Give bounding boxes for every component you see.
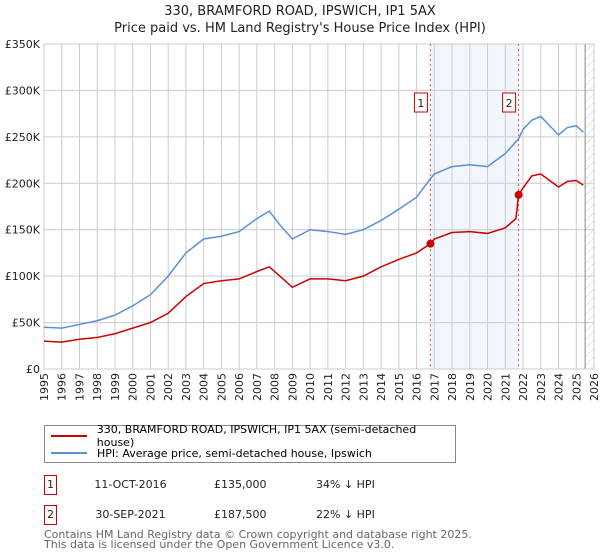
legend-label: HPI: Average price, semi-detached house,… — [97, 446, 372, 460]
hpi-line — [43, 115, 584, 329]
x-tick-label: 2005 — [215, 373, 228, 401]
transaction-point — [426, 239, 435, 248]
x-tick-label: 2025 — [570, 373, 583, 401]
footer-licence: This data is licensed under the Open Gov… — [44, 538, 395, 551]
y-tick-label: £150K — [5, 224, 41, 237]
plot-border — [43, 43, 595, 370]
transaction-marker: 1 — [44, 475, 57, 495]
x-tick-label: 2023 — [535, 373, 548, 401]
y-tick-label: £250K — [5, 131, 41, 144]
transaction-label-box — [502, 92, 517, 113]
x-tick-label: 1997 — [73, 373, 86, 401]
y-tick-label: £350K — [5, 38, 41, 51]
legend-swatch-red — [51, 435, 87, 437]
x-tick-label: 2011 — [322, 373, 335, 401]
transaction-label-box — [413, 92, 428, 113]
x-tick-label: 2021 — [499, 373, 512, 401]
transaction-date: 30-SEP-2021 — [95, 508, 166, 521]
x-tick-label: 2013 — [357, 373, 370, 401]
forecast-hatch — [585, 44, 594, 369]
x-tick-label: 2014 — [375, 373, 388, 401]
transaction-marker: 2 — [44, 505, 57, 525]
legend-label: 330, BRAMFORD ROAD, IPSWICH, IP1 5AX (se… — [96, 423, 417, 449]
transaction-label: 2 — [506, 97, 513, 110]
legend: 330, BRAMFORD ROAD, IPSWICH, IP1 5AX (se… — [44, 423, 456, 463]
x-tick-label: 2010 — [304, 373, 317, 401]
legend-swatch-blue — [51, 452, 87, 454]
legend-item-property: 330, BRAMFORD ROAD, IPSWICH, IP1 5AX (se… — [45, 423, 455, 449]
x-tick-label: 2000 — [127, 373, 140, 401]
x-tick-label: 2007 — [251, 373, 264, 401]
x-tick-label: 2009 — [286, 373, 299, 401]
x-tick-label: 2006 — [233, 373, 246, 401]
x-tick-label: 2016 — [411, 373, 424, 401]
chart-title: 330, BRAMFORD ROAD, IPSWICH, IP1 5AX — [164, 4, 436, 19]
x-tick-label: 1999 — [109, 373, 122, 401]
y-tick-label: £100K — [5, 270, 41, 283]
x-tick-label: 2012 — [340, 373, 353, 401]
chart-subtitle: Price paid vs. HM Land Registry's House … — [114, 21, 486, 36]
x-tick-label: 2003 — [180, 373, 193, 401]
x-tick-label: 2020 — [482, 373, 495, 401]
transaction-price: £135,000 — [214, 478, 267, 491]
y-tick-label: £200K — [5, 177, 41, 190]
x-tick-label: 1996 — [56, 373, 69, 401]
y-tick-label: £300K — [5, 84, 41, 97]
transaction-hpi: 22% ↓ HPI — [316, 508, 375, 521]
transaction-label: 1 — [417, 97, 424, 110]
x-tick-label: 2017 — [428, 373, 441, 401]
x-tick-label: 2024 — [553, 373, 566, 401]
x-tick-label: 2026 — [588, 373, 600, 401]
y-tick-label: £0 — [26, 363, 40, 376]
transaction-point — [514, 190, 523, 199]
x-tick-label: 2015 — [393, 373, 406, 401]
x-tick-label: 2008 — [269, 373, 282, 401]
x-tick-label: 2001 — [144, 373, 157, 401]
x-tick-label: 2022 — [517, 373, 530, 401]
x-tick-label: 2002 — [162, 373, 175, 401]
y-tick-label: £50K — [12, 317, 41, 330]
x-tick-label: 2004 — [198, 373, 211, 401]
property-price-line — [43, 173, 584, 343]
footer-copyright: Contains HM Land Registry data © Crown c… — [44, 528, 472, 541]
x-tick-label: 2018 — [446, 373, 459, 401]
x-tick-label: 1995 — [38, 373, 51, 401]
x-tick-label: 2019 — [464, 373, 477, 401]
transaction-price: £187,500 — [214, 508, 267, 521]
transaction-date: 11-OCT-2016 — [94, 478, 167, 491]
transaction-hpi: 34% ↓ HPI — [316, 478, 375, 491]
x-tick-label: 1998 — [91, 373, 104, 401]
plot-area: 1995 1996 1997 1998 1999 2000 2001 2002 2003 2004… — [5, 38, 600, 401]
footer: Contains HM Land Registry data © Crown c… — [44, 528, 472, 551]
legend-item-hpi: HPI: Average price, semi-detached house,… — [45, 445, 372, 461]
